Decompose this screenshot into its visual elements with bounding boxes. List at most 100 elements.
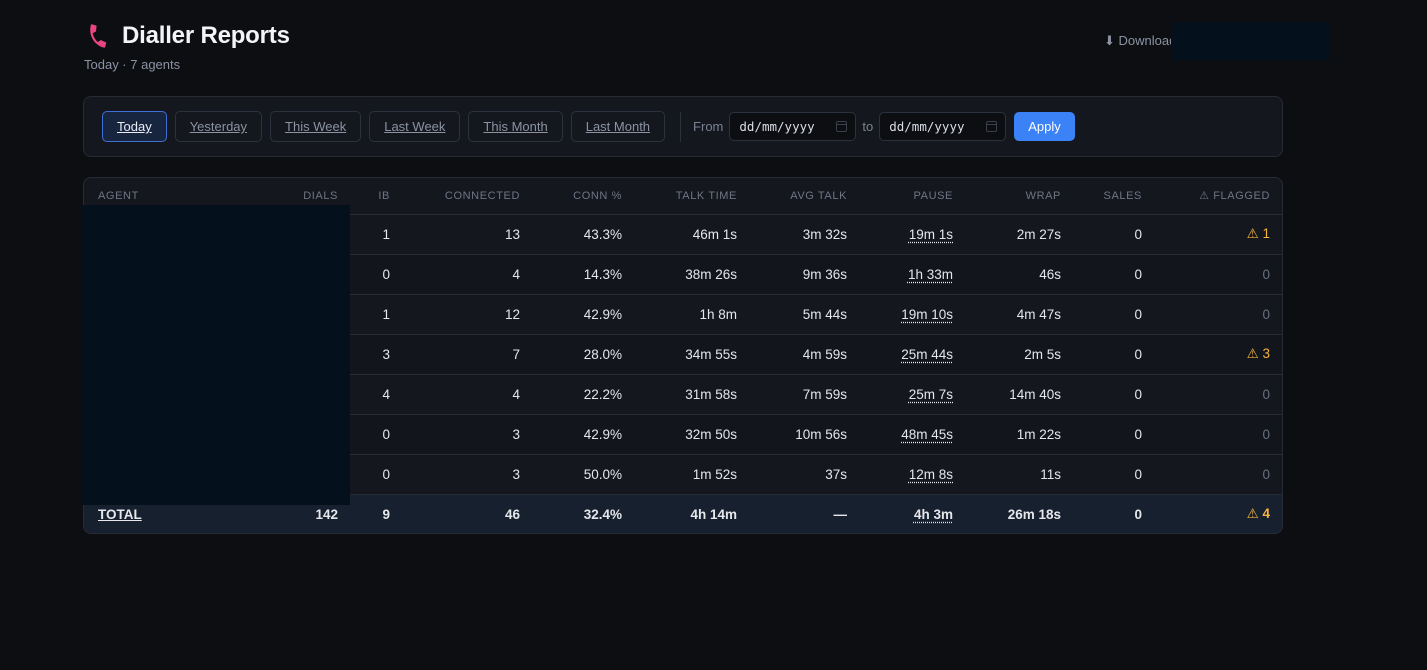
- cell-avg-talk: 5m 44s: [751, 294, 861, 335]
- cell-conn-pct: 50.0%: [534, 454, 636, 495]
- col-header-avg-talk[interactable]: AVG TALK: [751, 178, 861, 215]
- to-date-input[interactable]: dd/mm/yyyy: [879, 112, 1007, 141]
- cell-pause[interactable]: 19m 10s: [861, 294, 967, 335]
- cell-conn-pct: 43.3%: [534, 214, 636, 255]
- range-yesterday-button[interactable]: Yesterday: [174, 111, 263, 142]
- cell-wrap: 4m 47s: [967, 294, 1075, 335]
- cell-sales: 0: [1075, 254, 1156, 295]
- cell-avg-talk: 4m 59s: [751, 334, 861, 375]
- cell-connected: 4: [404, 374, 534, 415]
- from-date-placeholder: dd/mm/yyyy: [739, 119, 815, 134]
- pause-link[interactable]: 19m 10s: [901, 306, 953, 322]
- cell-flagged[interactable]: 0: [1156, 294, 1282, 335]
- to-label: to: [862, 119, 874, 134]
- pause-link[interactable]: 25m 7s: [908, 386, 953, 402]
- cell-pause[interactable]: 25m 7s: [861, 374, 967, 415]
- pause-link[interactable]: 12m 8s: [908, 466, 953, 482]
- cell-flagged[interactable]: 0: [1156, 414, 1282, 455]
- cell-conn-pct: 28.0%: [534, 334, 636, 375]
- report-table-card: AGENT DIALS IB CONNECTED CONN % TALK TIM…: [83, 177, 1283, 534]
- cell-sales: 0: [1075, 414, 1156, 455]
- cell-wrap: 46s: [967, 254, 1075, 295]
- cell-wrap: 1m 22s: [967, 414, 1075, 455]
- filter-divider: [680, 111, 682, 142]
- cell-conn-pct: 22.2%: [534, 374, 636, 415]
- total-cell-talk-time: 4h 14m: [636, 494, 751, 533]
- cell-talk-time: 32m 50s: [636, 414, 751, 455]
- cell-connected: 3: [404, 454, 534, 495]
- total-cell-sales: 0: [1075, 494, 1156, 533]
- download-link[interactable]: ⬇ Download: [1104, 33, 1172, 49]
- cell-talk-time: 46m 1s: [636, 214, 751, 255]
- col-header-talk-time[interactable]: TALK TIME: [636, 178, 751, 215]
- cell-ib: 1: [352, 294, 404, 335]
- cell-talk-time: 1h 8m: [636, 294, 751, 335]
- total-cell-conn-pct: 32.4%: [534, 494, 636, 533]
- page-title: Dialler Reports: [122, 22, 290, 49]
- cell-wrap: 11s: [967, 454, 1075, 495]
- cell-connected: 7: [404, 334, 534, 375]
- cell-sales: 0: [1075, 374, 1156, 415]
- cell-flagged[interactable]: 0: [1156, 454, 1282, 495]
- pause-link[interactable]: 19m 1s: [908, 226, 953, 242]
- apply-button[interactable]: Apply: [1014, 112, 1075, 141]
- cell-talk-time: 31m 58s: [636, 374, 751, 415]
- col-header-conn-pct[interactable]: CONN %: [534, 178, 636, 215]
- cell-talk-time: 38m 26s: [636, 254, 751, 295]
- col-header-pause[interactable]: PAUSE: [861, 178, 967, 215]
- cell-flagged[interactable]: 0: [1156, 254, 1282, 295]
- cell-conn-pct: 42.9%: [534, 294, 636, 335]
- col-header-ib[interactable]: IB: [352, 178, 404, 215]
- cell-wrap: 14m 40s: [967, 374, 1075, 415]
- cell-connected: 4: [404, 254, 534, 295]
- table-row[interactable]: 4 4 22.2% 31m 58s 7m 59s 25m 7s 14m 40s 0 0: [84, 374, 1282, 415]
- cell-wrap: 2m 5s: [967, 334, 1075, 375]
- col-header-wrap[interactable]: WRAP: [967, 178, 1075, 215]
- cell-avg-talk: 10m 56s: [751, 414, 861, 455]
- page-subtitle: Today · 7 agents: [84, 57, 181, 72]
- cell-flagged[interactable]: ⚠ 1: [1156, 214, 1282, 255]
- calendar-icon[interactable]: [836, 121, 848, 132]
- total-label[interactable]: TOTAL: [98, 506, 142, 522]
- cell-talk-time: 34m 55s: [636, 334, 751, 375]
- filter-bar: Today Yesterday This Week Last Week This…: [83, 96, 1283, 157]
- cell-avg-talk: 7m 59s: [751, 374, 861, 415]
- range-last-month-button[interactable]: Last Month: [570, 111, 666, 142]
- cell-conn-pct: 14.3%: [534, 254, 636, 295]
- total-cell-pause[interactable]: 4h 3m: [861, 494, 967, 533]
- cell-pause[interactable]: 48m 45s: [861, 414, 967, 455]
- redacted-region: [1171, 22, 1329, 60]
- cell-connected: 12: [404, 294, 534, 335]
- range-this-week-button[interactable]: This Week: [270, 111, 362, 142]
- range-today-button[interactable]: Today: [102, 111, 167, 142]
- cell-pause[interactable]: 25m 44s: [861, 334, 967, 375]
- total-cell-wrap: 26m 18s: [967, 494, 1075, 533]
- cell-sales: 0: [1075, 294, 1156, 335]
- pause-link[interactable]: 25m 44s: [901, 346, 953, 362]
- range-this-month-button[interactable]: This Month: [468, 111, 563, 142]
- total-cell-avg-talk: —: [751, 494, 861, 533]
- pause-link[interactable]: 48m 45s: [901, 426, 953, 442]
- total-cell-flagged[interactable]: ⚠ 4: [1156, 494, 1282, 533]
- from-date-input[interactable]: dd/mm/yyyy: [729, 112, 857, 141]
- cell-pause[interactable]: 19m 1s: [861, 214, 967, 255]
- cell-connected: 3: [404, 414, 534, 455]
- cell-pause[interactable]: 1h 33m: [861, 254, 967, 295]
- col-header-connected[interactable]: CONNECTED: [404, 178, 534, 215]
- phone-icon: [84, 22, 112, 50]
- cell-ib: 0: [352, 414, 404, 455]
- calendar-icon[interactable]: [986, 121, 998, 132]
- cell-flagged[interactable]: 0: [1156, 374, 1282, 415]
- total-pause-link[interactable]: 4h 3m: [913, 506, 953, 522]
- col-header-flagged[interactable]: ⚠ FLAGGED: [1156, 178, 1282, 215]
- cell-conn-pct: 42.9%: [534, 414, 636, 455]
- page-header: Dialler Reports Today · 7 agents: [84, 22, 290, 72]
- range-last-week-button[interactable]: Last Week: [369, 111, 461, 142]
- cell-flagged[interactable]: ⚠ 3: [1156, 334, 1282, 375]
- cell-avg-talk: 37s: [751, 454, 861, 495]
- cell-pause[interactable]: 12m 8s: [861, 454, 967, 495]
- pause-link[interactable]: 1h 33m: [907, 266, 953, 282]
- col-header-sales[interactable]: SALES: [1075, 178, 1156, 215]
- total-cell-connected: 46: [404, 494, 534, 533]
- redacted-agents-region: [82, 205, 350, 505]
